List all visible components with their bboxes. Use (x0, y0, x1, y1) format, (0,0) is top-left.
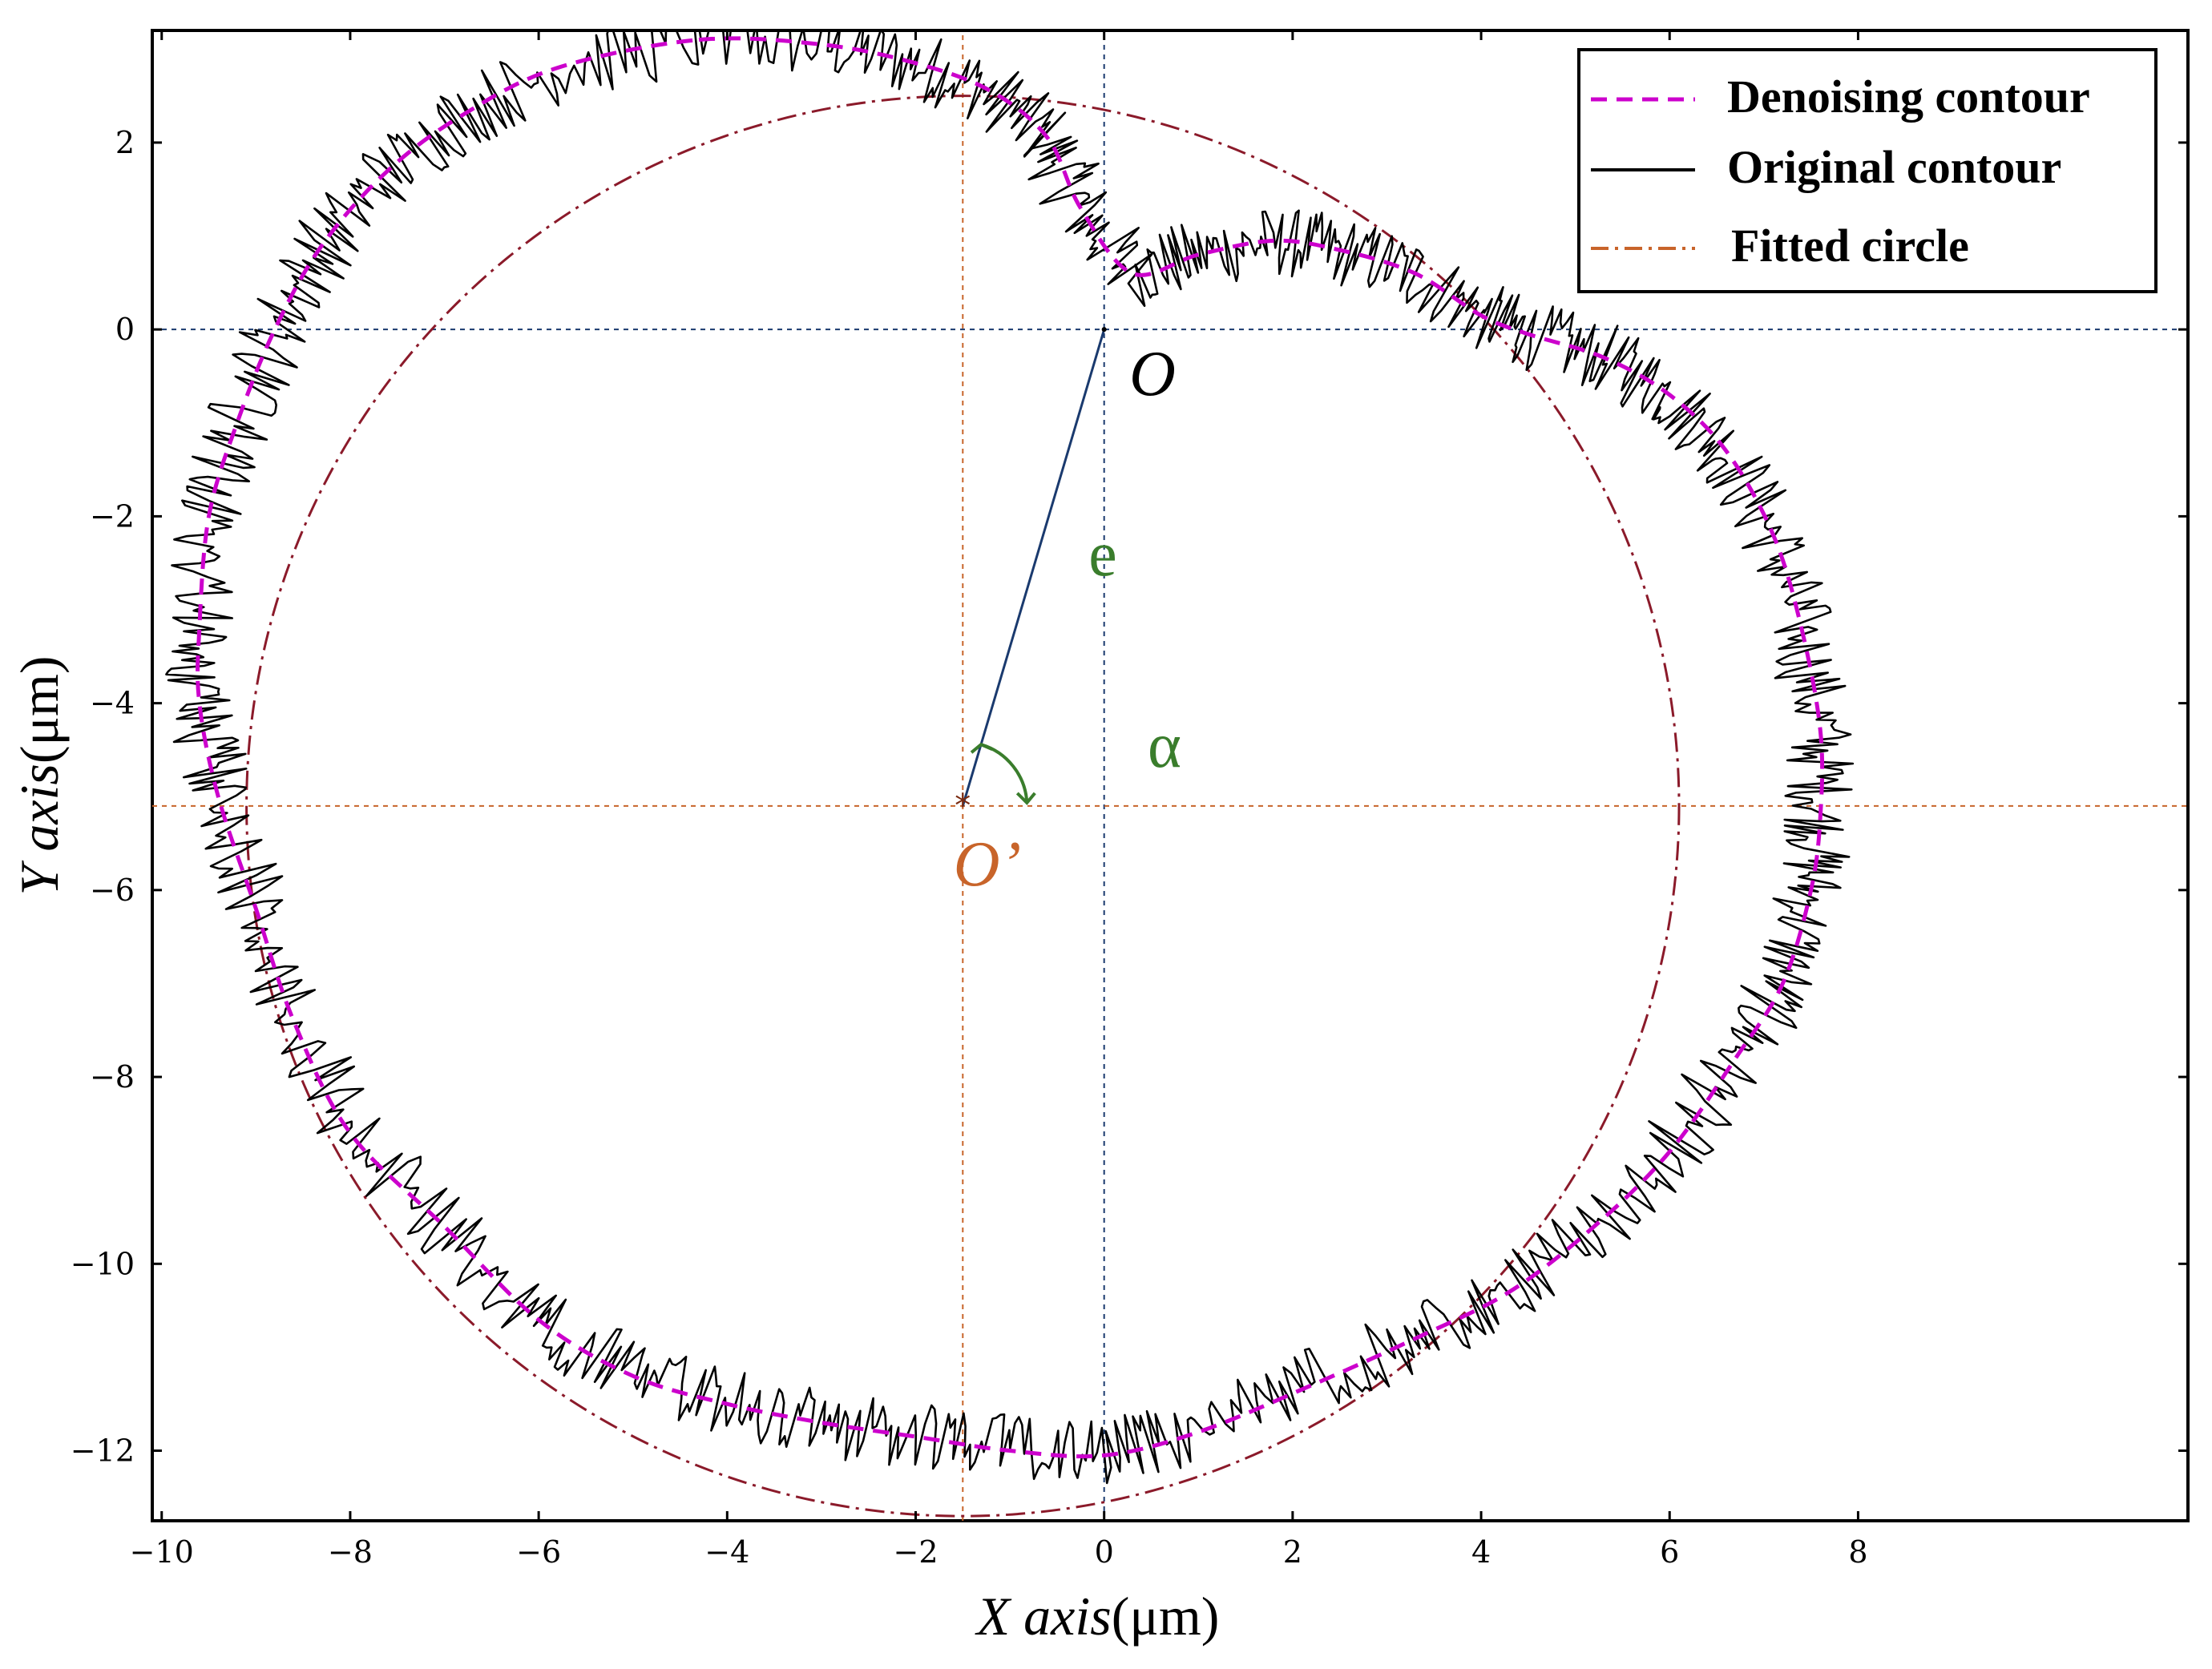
x-tick-label: −4 (704, 1534, 749, 1570)
plot-frame (151, 29, 2190, 1522)
x-tick-label: 6 (1660, 1534, 1679, 1570)
y-tick-label: −10 (71, 1246, 135, 1281)
y-tick-label: 0 (115, 312, 135, 347)
label-alpha: α (1148, 711, 1181, 781)
alpha-arrowhead-top (970, 742, 993, 754)
y-tick-label: −4 (90, 686, 135, 721)
x-tick-label: −6 (516, 1534, 561, 1570)
alpha-arrowhead-bottom (1015, 792, 1036, 805)
legend: Denoising contour Original contour Fitte… (1577, 48, 2158, 293)
x-tick-label: −8 (328, 1534, 373, 1570)
x-axis-title-unit: (μm) (1112, 1586, 1220, 1647)
x-tick-label: 4 (1471, 1534, 1491, 1570)
y-axis-title-unit: (μm) (9, 656, 70, 764)
y-tick-label: 2 (115, 125, 135, 160)
origin-marker (1101, 327, 1107, 333)
original-contour-line (165, 30, 1855, 1485)
eccentricity-line (961, 329, 1106, 807)
y-tick-label: −8 (90, 1059, 135, 1095)
x-tick-label: 8 (1848, 1534, 1867, 1570)
denoising-contour-line (196, 36, 1825, 1459)
label-O-prime: O’ (954, 829, 1021, 900)
x-tick-label: −10 (130, 1534, 194, 1570)
y-tick-label: −6 (90, 873, 135, 908)
y-tick-label: −2 (90, 498, 135, 534)
y-axis-title-italic: Y axis (9, 764, 70, 895)
fitted-circle (245, 95, 1681, 1518)
x-tick-label: −2 (893, 1534, 938, 1570)
x-axis-title: X axis(μm) (975, 1586, 1220, 1647)
legend-label-denoising: Denoising contour (1727, 71, 2090, 123)
center-marker: * (955, 788, 971, 824)
label-e: e (1088, 519, 1117, 590)
legend-label-original: Original contour (1727, 141, 2061, 193)
y-tick-label: −12 (71, 1433, 135, 1469)
label-O: O (1129, 339, 1176, 409)
legend-label-fitted: Fitted circle (1731, 220, 1969, 272)
x-axis-title-italic: X axis (975, 1586, 1112, 1647)
y-axis-title: Y axis(μm) (9, 656, 70, 896)
x-tick-label: 0 (1095, 1534, 1114, 1570)
x-tick-label: 2 (1283, 1534, 1302, 1570)
